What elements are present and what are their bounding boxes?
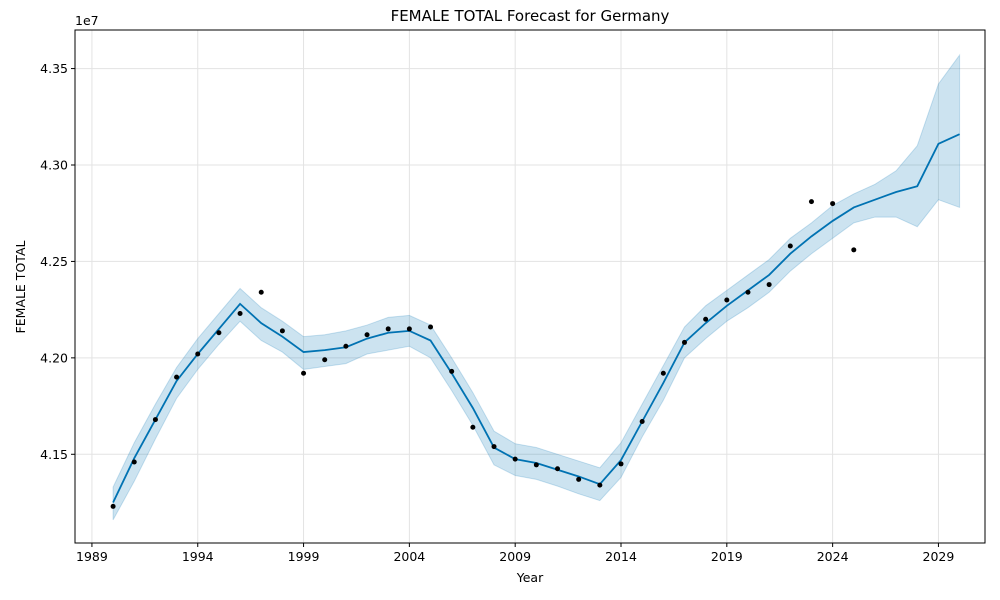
observed-point	[131, 459, 137, 465]
y-tick-label: 4.35	[40, 61, 68, 76]
observed-point	[660, 370, 666, 376]
observed-point	[258, 289, 264, 295]
observed-point	[406, 326, 412, 332]
x-tick-label: 2014	[605, 549, 637, 564]
uncertainty-band-area	[112, 53, 961, 521]
observed-point	[216, 330, 222, 336]
observed-point	[724, 297, 730, 303]
observed-point	[851, 247, 857, 253]
observed-point	[533, 462, 539, 468]
x-tick-label: 2019	[711, 549, 743, 564]
y-offset-label: 1e7	[75, 13, 99, 28]
y-tick-label: 4.15	[40, 447, 68, 462]
y-tick-label: 4.30	[40, 158, 68, 173]
observed-point	[110, 503, 116, 509]
y-axis-ticks: 4.15 4.20 4.25 4.30 4.35	[40, 61, 75, 462]
observed-point	[385, 326, 391, 332]
observed-point	[428, 324, 434, 330]
x-tick-label: 2004	[393, 549, 425, 564]
chart-title: FEMALE TOTAL Forecast for Germany	[391, 7, 670, 25]
observed-point	[152, 417, 158, 423]
observed-point	[512, 456, 518, 462]
observed-point	[808, 199, 814, 205]
x-axis-label: Year	[516, 570, 544, 585]
x-tick-label: 2009	[499, 549, 531, 564]
observed-point	[766, 282, 772, 288]
observed-point	[681, 339, 687, 345]
observed-point	[174, 374, 180, 380]
observed-point	[343, 343, 349, 349]
x-tick-label: 1989	[76, 549, 108, 564]
observed-point	[703, 316, 709, 322]
observed-point	[597, 482, 603, 488]
y-tick-label: 4.25	[40, 254, 68, 269]
x-tick-label: 2029	[923, 549, 955, 564]
observed-points	[110, 199, 857, 509]
observed-point	[237, 311, 243, 316]
uncertainty-band	[112, 53, 961, 521]
y-axis-label: FEMALE TOTAL	[13, 241, 28, 334]
observed-point	[195, 351, 201, 357]
observed-point	[449, 368, 455, 374]
plot-frame	[74, 29, 986, 544]
observed-point	[787, 243, 793, 249]
observed-point	[639, 419, 645, 424]
observed-point	[830, 201, 836, 207]
observed-point	[576, 476, 582, 482]
observed-point	[618, 461, 624, 467]
x-tick-label: 1999	[288, 549, 320, 564]
observed-point	[322, 357, 328, 363]
observed-point	[555, 466, 561, 472]
x-axis-ticks: 1989 1994 1999 2004 2009 2014 2019 2024 2029	[76, 543, 954, 564]
observed-point	[301, 370, 307, 376]
x-tick-label: 1994	[182, 549, 214, 564]
x-tick-label: 2024	[817, 549, 849, 564]
grid	[75, 30, 985, 543]
observed-point	[491, 444, 497, 450]
y-tick-label: 4.20	[40, 350, 68, 365]
observed-point	[364, 332, 370, 338]
observed-point	[745, 289, 751, 295]
observed-point	[279, 328, 285, 334]
observed-point	[470, 424, 476, 430]
